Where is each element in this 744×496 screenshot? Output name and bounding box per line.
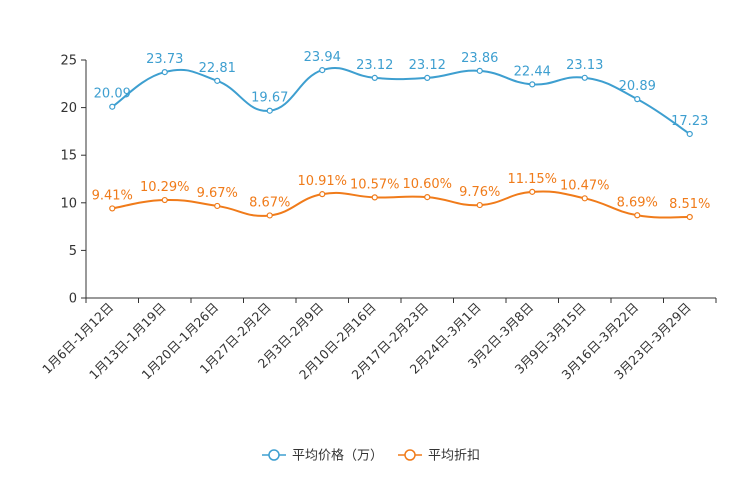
data-label: 10.91% [297,174,347,189]
data-label: 10.47% [560,178,610,193]
data-label: 23.73 [146,52,183,67]
data-point [319,66,326,74]
data-label: 10.57% [350,177,400,192]
data-point [161,196,168,204]
data-label: 23.86 [461,51,498,66]
data-point [529,81,536,88]
legend-marker-icon [404,449,416,461]
data-point [371,194,378,201]
data-label: 9.41% [92,188,133,203]
y-tick-label: 25 [60,54,77,69]
data-point [266,212,273,219]
data-label: 8.67% [249,195,290,210]
data-label: 11.15% [507,172,557,187]
data-point [319,191,326,198]
data-label: 9.67% [197,186,238,201]
data-label: 9.76% [459,185,500,200]
data-label: 10.29% [140,180,190,195]
data-label: 20.09 [94,87,131,102]
series-line-1 [112,190,690,219]
data-label: 19.67 [251,91,288,106]
data-point [214,77,221,84]
data-label: 23.12 [409,58,446,73]
data-label: 22.44 [514,64,551,79]
data-label: 20.89 [619,79,656,94]
y-tick-label: 20 [60,101,77,116]
y-tick-label: 10 [60,196,77,211]
data-point [686,130,693,138]
data-label: 23.13 [566,58,603,73]
data-point [424,74,431,81]
y-tick-label: 0 [69,292,77,307]
data-point [424,193,431,201]
data-point [686,213,693,221]
data-label: 8.69% [617,195,658,210]
legend-marker-icon [268,449,280,461]
y-tick-label: 5 [69,244,77,259]
legend-label: 平均价格（万） [292,448,383,464]
data-point [266,107,273,114]
y-tick-label: 15 [60,149,77,164]
data-label: 8.51% [669,197,710,212]
data-point [529,188,536,195]
data-point [581,195,588,202]
data-point [634,96,641,103]
data-label: 23.12 [356,58,393,73]
data-label: 22.81 [199,61,236,76]
data-point [581,74,588,81]
data-point [476,67,483,74]
series-line-0 [111,67,691,135]
data-label: 23.94 [304,50,341,65]
data-point [161,68,168,76]
legend-label: 平均折扣 [428,449,480,464]
data-label: 10.60% [402,177,452,192]
data-point [476,201,483,209]
data-point [109,103,116,110]
data-point [109,205,116,212]
data-label: 17.23 [671,114,708,129]
data-point [371,74,378,81]
data-point [634,212,641,219]
data-point [214,202,221,210]
